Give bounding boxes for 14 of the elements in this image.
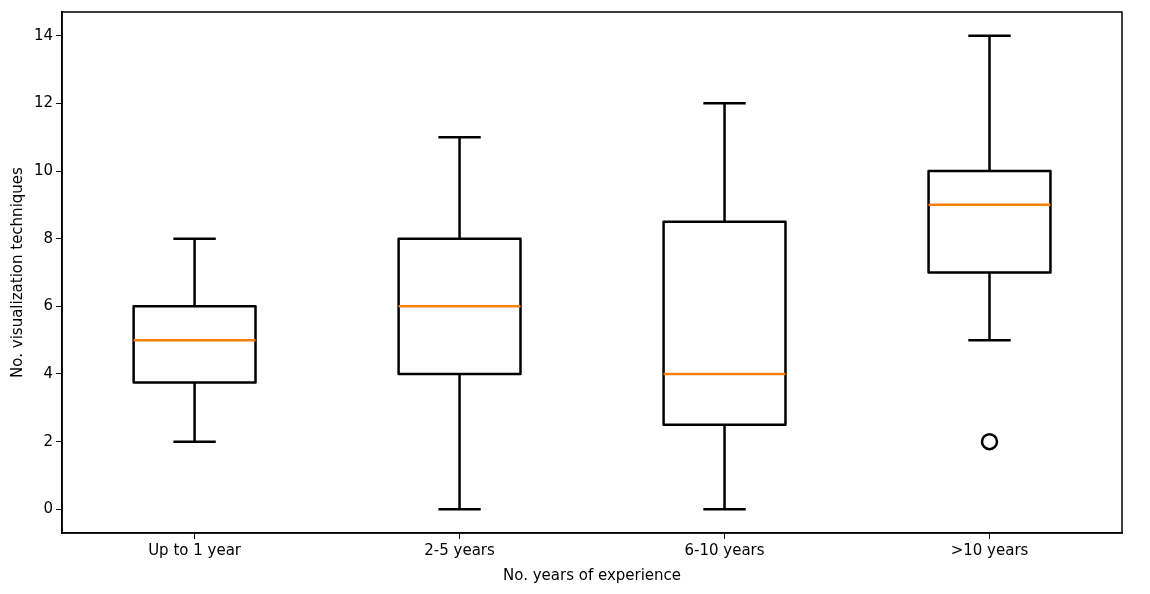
y-tick-label: 14 — [33, 25, 54, 44]
x-tick-label: >10 years — [950, 540, 1029, 559]
y-axis-title: No. visualization techniques — [7, 166, 26, 378]
y-tick-label: 6 — [43, 296, 54, 315]
y-tick-label: 0 — [43, 499, 54, 518]
x-tick-label: Up to 1 year — [148, 540, 242, 559]
y-tick-label: 12 — [33, 93, 54, 112]
y-tick-label: 8 — [43, 228, 54, 247]
x-tick-label: 6-10 years — [684, 540, 765, 559]
x-tick-label: 2-5 years — [424, 540, 496, 559]
x-axis-title: No. years of experience — [503, 565, 682, 584]
y-tick-label: 10 — [33, 160, 54, 179]
y-tick-label: 4 — [43, 363, 54, 382]
y-tick-label: 2 — [43, 431, 54, 450]
